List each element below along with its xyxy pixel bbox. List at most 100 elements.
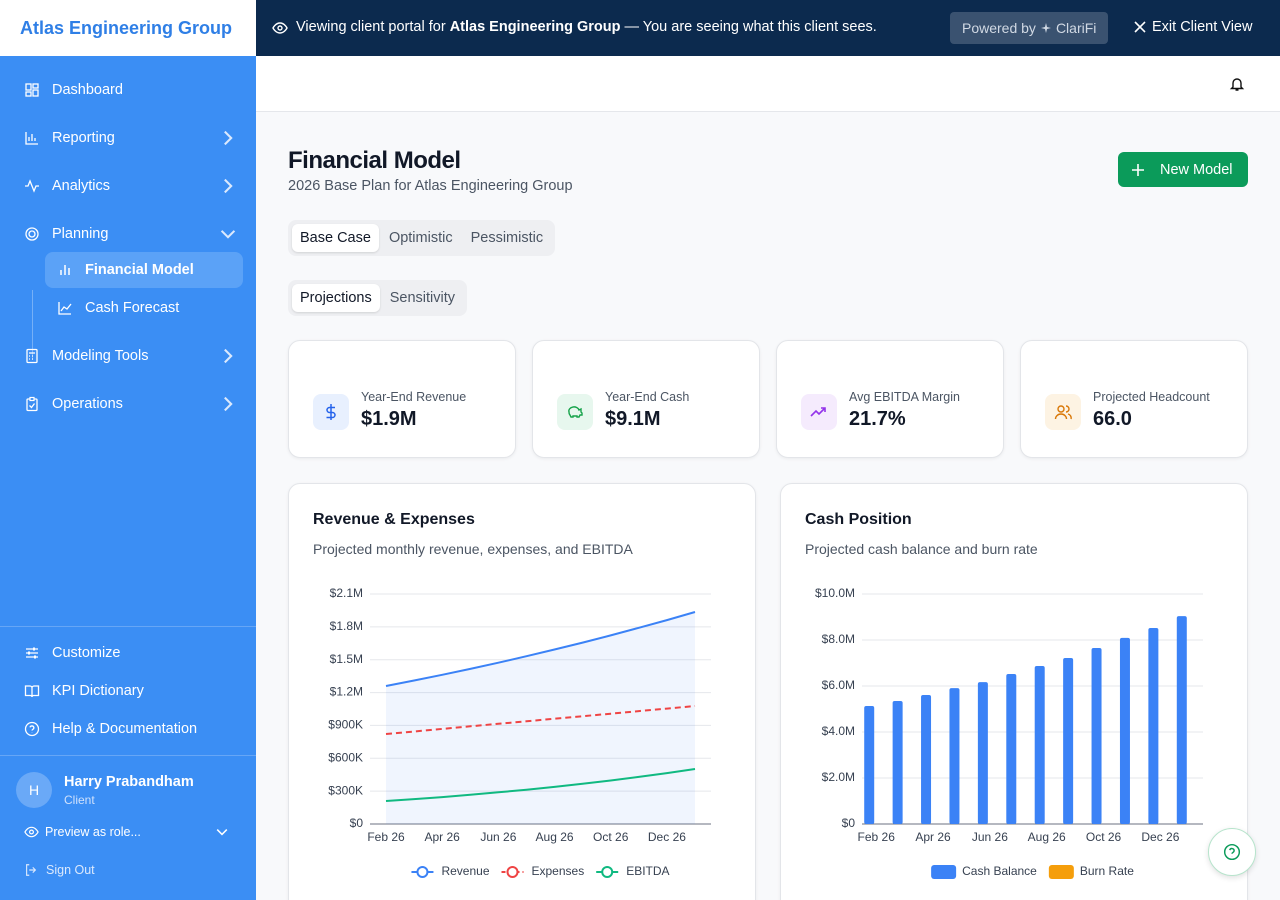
client-view-banner: Viewing client portal for Atlas Engineer… xyxy=(256,0,1280,56)
notifications-bell[interactable] xyxy=(1229,76,1245,92)
kpi-value: 66.0 xyxy=(1093,408,1132,430)
active-nav-highlight xyxy=(45,252,243,288)
legend-marker xyxy=(601,866,614,878)
kpi-value: 21.7% xyxy=(849,408,906,430)
user-name: Harry Prabandham xyxy=(64,774,194,790)
submenu-rule xyxy=(32,290,33,360)
kpi-label: Projected Headcount xyxy=(1093,390,1210,404)
nav-item[interactable]: Reporting xyxy=(24,128,233,148)
x-tick-label: Jun 26 xyxy=(972,830,1008,844)
x-tick-label: Oct 26 xyxy=(1086,830,1122,844)
sign-out-label: Sign Out xyxy=(46,863,95,877)
kpi-card: Year-End Cash $9.1M xyxy=(532,340,760,458)
powered-by: Powered by xyxy=(962,20,1036,36)
users-icon xyxy=(1054,405,1072,420)
button-label: New Model xyxy=(1160,161,1233,178)
x-tick-label: Jun 26 xyxy=(480,830,516,844)
y-tick-label: $2.0M xyxy=(822,770,855,784)
user-role: Client xyxy=(64,793,95,807)
new-model-button[interactable]: New Model xyxy=(1118,152,1248,187)
legend-marker xyxy=(416,866,429,878)
nav-label: Operations xyxy=(52,396,123,412)
series-line xyxy=(385,768,696,802)
x-tick-label: Feb 26 xyxy=(858,830,896,844)
icon xyxy=(26,348,38,364)
sidebar: Dashboard Reporting Analytics Planning F… xyxy=(0,56,256,900)
bar xyxy=(864,706,875,824)
icon xyxy=(26,647,38,659)
x-tick-label: Dec 26 xyxy=(1141,830,1179,844)
chart-card: Revenue & Expenses Projected monthly rev… xyxy=(288,483,756,900)
kpi-label: Avg EBITDA Margin xyxy=(849,390,960,404)
bar xyxy=(1119,637,1130,824)
tab[interactable]: Pessimistic xyxy=(470,230,544,246)
powered-by-badge: Powered by ClariFi xyxy=(950,12,1109,44)
chart-subtitle: Projected monthly revenue, expenses, and… xyxy=(313,541,633,557)
help-icon xyxy=(1223,843,1241,861)
legend-item: Revenue xyxy=(411,864,490,878)
x-tick-label: Apr 26 xyxy=(425,830,461,844)
preview-as-role[interactable]: Preview as role... xyxy=(24,822,232,842)
x-tick-label: Oct 26 xyxy=(593,830,629,844)
tab[interactable]: Projections xyxy=(292,284,380,312)
bar xyxy=(949,688,960,824)
exit-label: Exit Client View xyxy=(1152,19,1253,35)
y-tick-label: $1.5M xyxy=(330,652,363,666)
nav-label: Financial Model xyxy=(85,262,194,278)
legend-marker xyxy=(506,866,519,878)
legend-swatch xyxy=(931,865,957,879)
nav-label: Analytics xyxy=(52,178,111,194)
exit-client-view[interactable]: Exit Client View xyxy=(1134,19,1252,35)
kpi-card: Year-End Revenue $1.9M xyxy=(288,340,516,458)
nav-item[interactable]: Operations xyxy=(24,394,233,414)
banner-suffix: — You are seeing what this client sees. xyxy=(624,19,877,35)
legend: Cash Balance Burn Rate xyxy=(931,864,1134,879)
legend-label: Cash Balance xyxy=(962,864,1037,878)
nav-item[interactable]: Dashboard xyxy=(24,80,123,100)
subnav-item[interactable]: Financial Model xyxy=(57,260,194,280)
tab[interactable]: Sensitivity xyxy=(389,290,456,306)
legend-item: Cash Balance xyxy=(931,864,1037,879)
plus-icon xyxy=(1132,163,1144,176)
brand[interactable]: Atlas Engineering Group xyxy=(0,0,256,56)
kpi-value: $1.9M xyxy=(361,408,417,430)
icon xyxy=(24,721,40,737)
nav-item[interactable]: Planning xyxy=(24,224,236,244)
sign-out[interactable]: Sign Out xyxy=(24,860,95,880)
divider xyxy=(0,626,256,627)
footer-link[interactable]: Customize xyxy=(24,643,121,663)
bar xyxy=(977,682,988,824)
tab[interactable]: Optimistic xyxy=(388,230,453,246)
view-tabs: Projections Sensitivity xyxy=(288,280,468,316)
subnav-item[interactable]: Cash Forecast xyxy=(57,298,179,318)
chart-card: Cash Position Projected cash balance and… xyxy=(780,483,1248,900)
chart: $0 $2.0M $4.0M $6.0M $8.0M $10.0M Feb 26 Apr 26… xyxy=(815,586,1203,879)
icon xyxy=(26,396,38,412)
legend-label: Burn Rate xyxy=(1080,864,1134,878)
bar xyxy=(1176,616,1187,824)
bar xyxy=(1006,674,1017,824)
help-button[interactable] xyxy=(1208,828,1256,876)
legend: Revenue Expenses EBITDA xyxy=(411,864,670,878)
trend-icon xyxy=(810,407,826,417)
footer-link[interactable]: KPI Dictionary xyxy=(24,681,144,701)
series-line xyxy=(385,705,696,735)
nav-label: Cash Forecast xyxy=(85,300,180,316)
y-tick-label: $600K xyxy=(328,750,363,764)
nav-item[interactable]: Modeling Tools xyxy=(24,346,233,366)
x-tick-label: Aug 26 xyxy=(1028,830,1066,844)
nav-label: Planning xyxy=(52,226,109,242)
nav-item[interactable]: Analytics xyxy=(24,176,233,196)
footer-link[interactable]: Help & Documentation xyxy=(24,719,197,739)
sparkle-icon xyxy=(1040,23,1051,33)
footer-link-label: Help & Documentation xyxy=(52,721,198,737)
tab[interactable]: Base Case xyxy=(292,224,379,252)
page-title: Financial Model xyxy=(288,147,461,174)
legend-label: Revenue xyxy=(441,864,489,878)
chart-title: Cash Position xyxy=(805,511,912,528)
series-line xyxy=(385,611,696,687)
icon xyxy=(25,227,39,241)
preview-label: Preview as role... xyxy=(45,825,141,839)
dollar-icon xyxy=(326,404,336,420)
legend-item: EBITDA xyxy=(596,864,670,878)
